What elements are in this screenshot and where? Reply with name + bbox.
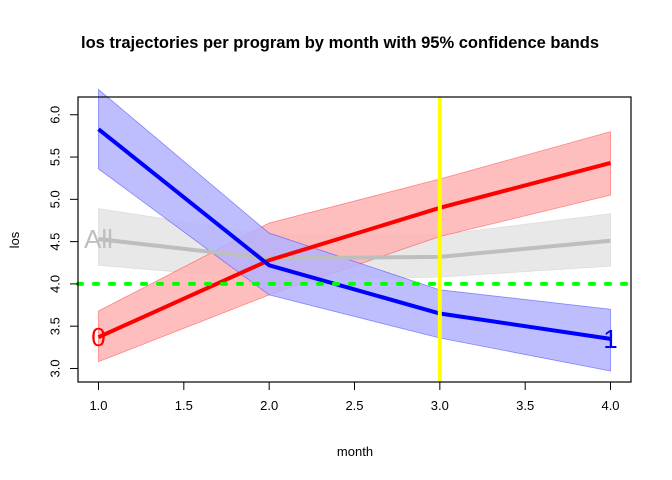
x-tick-label: 1.5 [175, 398, 193, 413]
series-label-1: 1 [603, 324, 617, 354]
x-tick-label: 3.0 [431, 398, 449, 413]
confidence-band-1 [98, 88, 611, 372]
x-tick-label: 4.0 [601, 398, 619, 413]
chart-title: los trajectories per program by month wi… [81, 34, 599, 52]
series-label-All: All [84, 224, 113, 254]
y-axis-label: los [7, 231, 22, 248]
y-tick-label: 5.5 [47, 148, 62, 166]
y-tick-label: 3.0 [47, 359, 62, 377]
y-tick-label: 3.5 [47, 317, 62, 335]
confidence-band-0 [98, 131, 611, 363]
series-line-All [98, 237, 611, 261]
series-line-1 [97, 127, 611, 341]
x-tick-label: 3.5 [516, 398, 534, 413]
series-label-0: 0 [91, 322, 105, 352]
series-line-0 [97, 161, 612, 340]
y-tick-label: 5.0 [47, 190, 62, 208]
y-tick-label: 6.0 [47, 106, 62, 124]
x-tick-label: 2.5 [345, 398, 363, 413]
x-tick-label: 2.0 [260, 398, 278, 413]
y-tick-label: 4.5 [47, 233, 62, 251]
x-axis-label: month [337, 444, 373, 459]
x-tick-label: 1.0 [89, 398, 107, 413]
y-tick-label: 4.0 [47, 275, 62, 293]
